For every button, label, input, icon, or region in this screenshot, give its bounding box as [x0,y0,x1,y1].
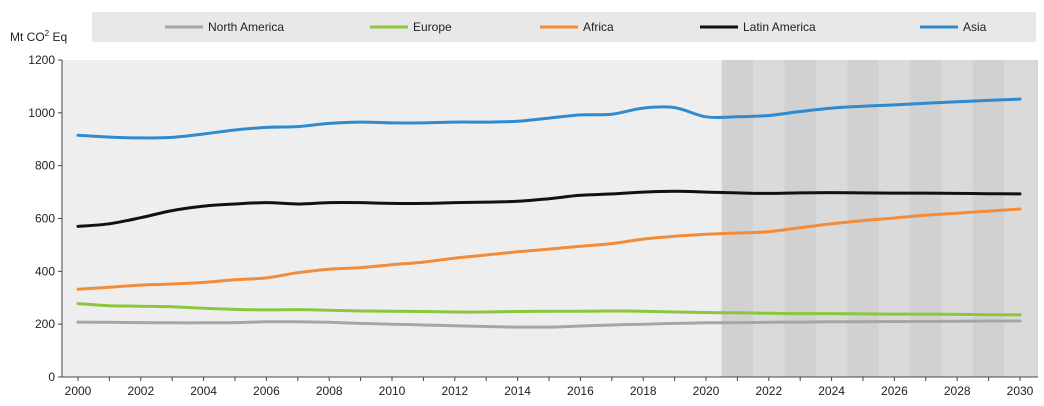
projection-band [941,60,973,377]
x-tick-label: 2014 [504,384,531,398]
y-tick-label: 1200 [28,53,55,67]
legend-label-europe: Europe [413,20,452,34]
series-line-latin-america [76,189,1022,228]
x-tick-label: 2024 [818,384,845,398]
x-tick-label: 2010 [379,384,406,398]
projection-band [721,60,754,377]
legend-label-latin-america: Latin America [743,20,816,34]
x-axis: 2000 2002 2004 2006 2008 2010 2012 2014 2016 2018… [62,376,1038,398]
y-tick-label: 1000 [28,106,55,120]
x-tick-label: 2018 [630,384,657,398]
projection-band [972,60,1005,377]
x-tick-label: 2026 [881,384,908,398]
series-line-europe [76,302,1022,317]
legend-label-africa: Africa [583,20,614,34]
x-tick-label: 2002 [127,384,154,398]
projection-band [910,60,942,377]
legend: North America Europe Africa Latin America As… [165,20,987,34]
y-tick-label: 200 [35,317,55,331]
x-tick-label: 2020 [693,384,720,398]
legend-label-north-america: North America [208,20,284,34]
x-tick-label: 2004 [190,384,217,398]
projection-band [784,60,816,377]
projection-band [1004,60,1036,377]
y-tick-label: 0 [48,370,55,384]
x-tick-label: 2016 [567,384,594,398]
series-line-north-america [76,319,1022,329]
series-lines [76,97,1022,329]
y-tick-label: 800 [35,159,55,173]
projection-band [753,60,785,377]
legend-label-asia: Asia [963,20,987,34]
x-tick-label: 2030 [1007,384,1034,398]
y-tick-label: 600 [35,212,55,226]
y-axis: 0 200 400 600 800 1000 1200 [28,53,63,384]
x-tick-label: 2000 [65,384,92,398]
y-tick-label: 400 [35,264,55,278]
x-tick-label: 2012 [441,384,468,398]
x-tick-label: 2008 [316,384,343,398]
y-axis-unit-label: Mt CO2 Eq [10,29,67,44]
series-line-africa [76,207,1022,291]
projection-band [815,60,848,377]
x-tick-label: 2022 [755,384,782,398]
x-tick-label: 2006 [253,384,280,398]
series-line-asia [76,97,1022,140]
x-tick-label: 2028 [944,384,971,398]
